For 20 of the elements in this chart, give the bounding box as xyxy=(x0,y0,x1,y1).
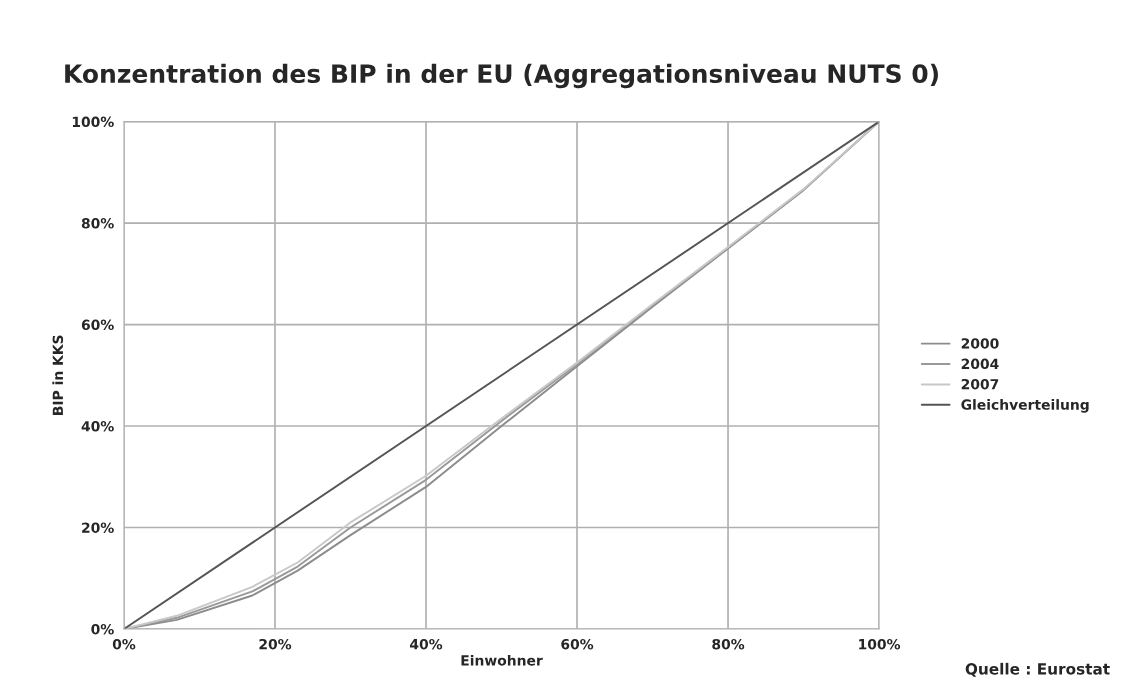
y-tick-label: 0% xyxy=(91,623,114,635)
y-tick-label: 60% xyxy=(81,319,114,331)
x-tick-label: 80% xyxy=(712,638,745,650)
y-tick-label: 100% xyxy=(72,116,114,128)
chart-title: Konzentration des BIP in der EU (Aggregationsniveau NUTS 0) xyxy=(65,63,938,89)
source-note: Quelle : Eurostat xyxy=(965,662,1110,677)
y-axis-title: BIP in KKS xyxy=(52,335,64,415)
y-tick-label: 20% xyxy=(82,522,114,533)
y-tick-label: 80% xyxy=(81,218,114,229)
x-tick-label: 100% xyxy=(859,638,901,650)
x-tick-label: 20% xyxy=(259,638,292,650)
legend-label: 2007 xyxy=(961,378,999,390)
y-tick-label: 40% xyxy=(81,421,114,432)
legend-label: 2000 xyxy=(961,338,999,349)
legend-label: Gleichverteilung xyxy=(961,399,1089,413)
x-axis-title: Einwohner xyxy=(461,654,543,666)
x-tick-label: 40% xyxy=(410,638,443,650)
x-tick-label: 0% xyxy=(112,638,136,650)
x-tick-label: 60% xyxy=(561,638,594,650)
legend-label: 2004 xyxy=(961,358,999,370)
